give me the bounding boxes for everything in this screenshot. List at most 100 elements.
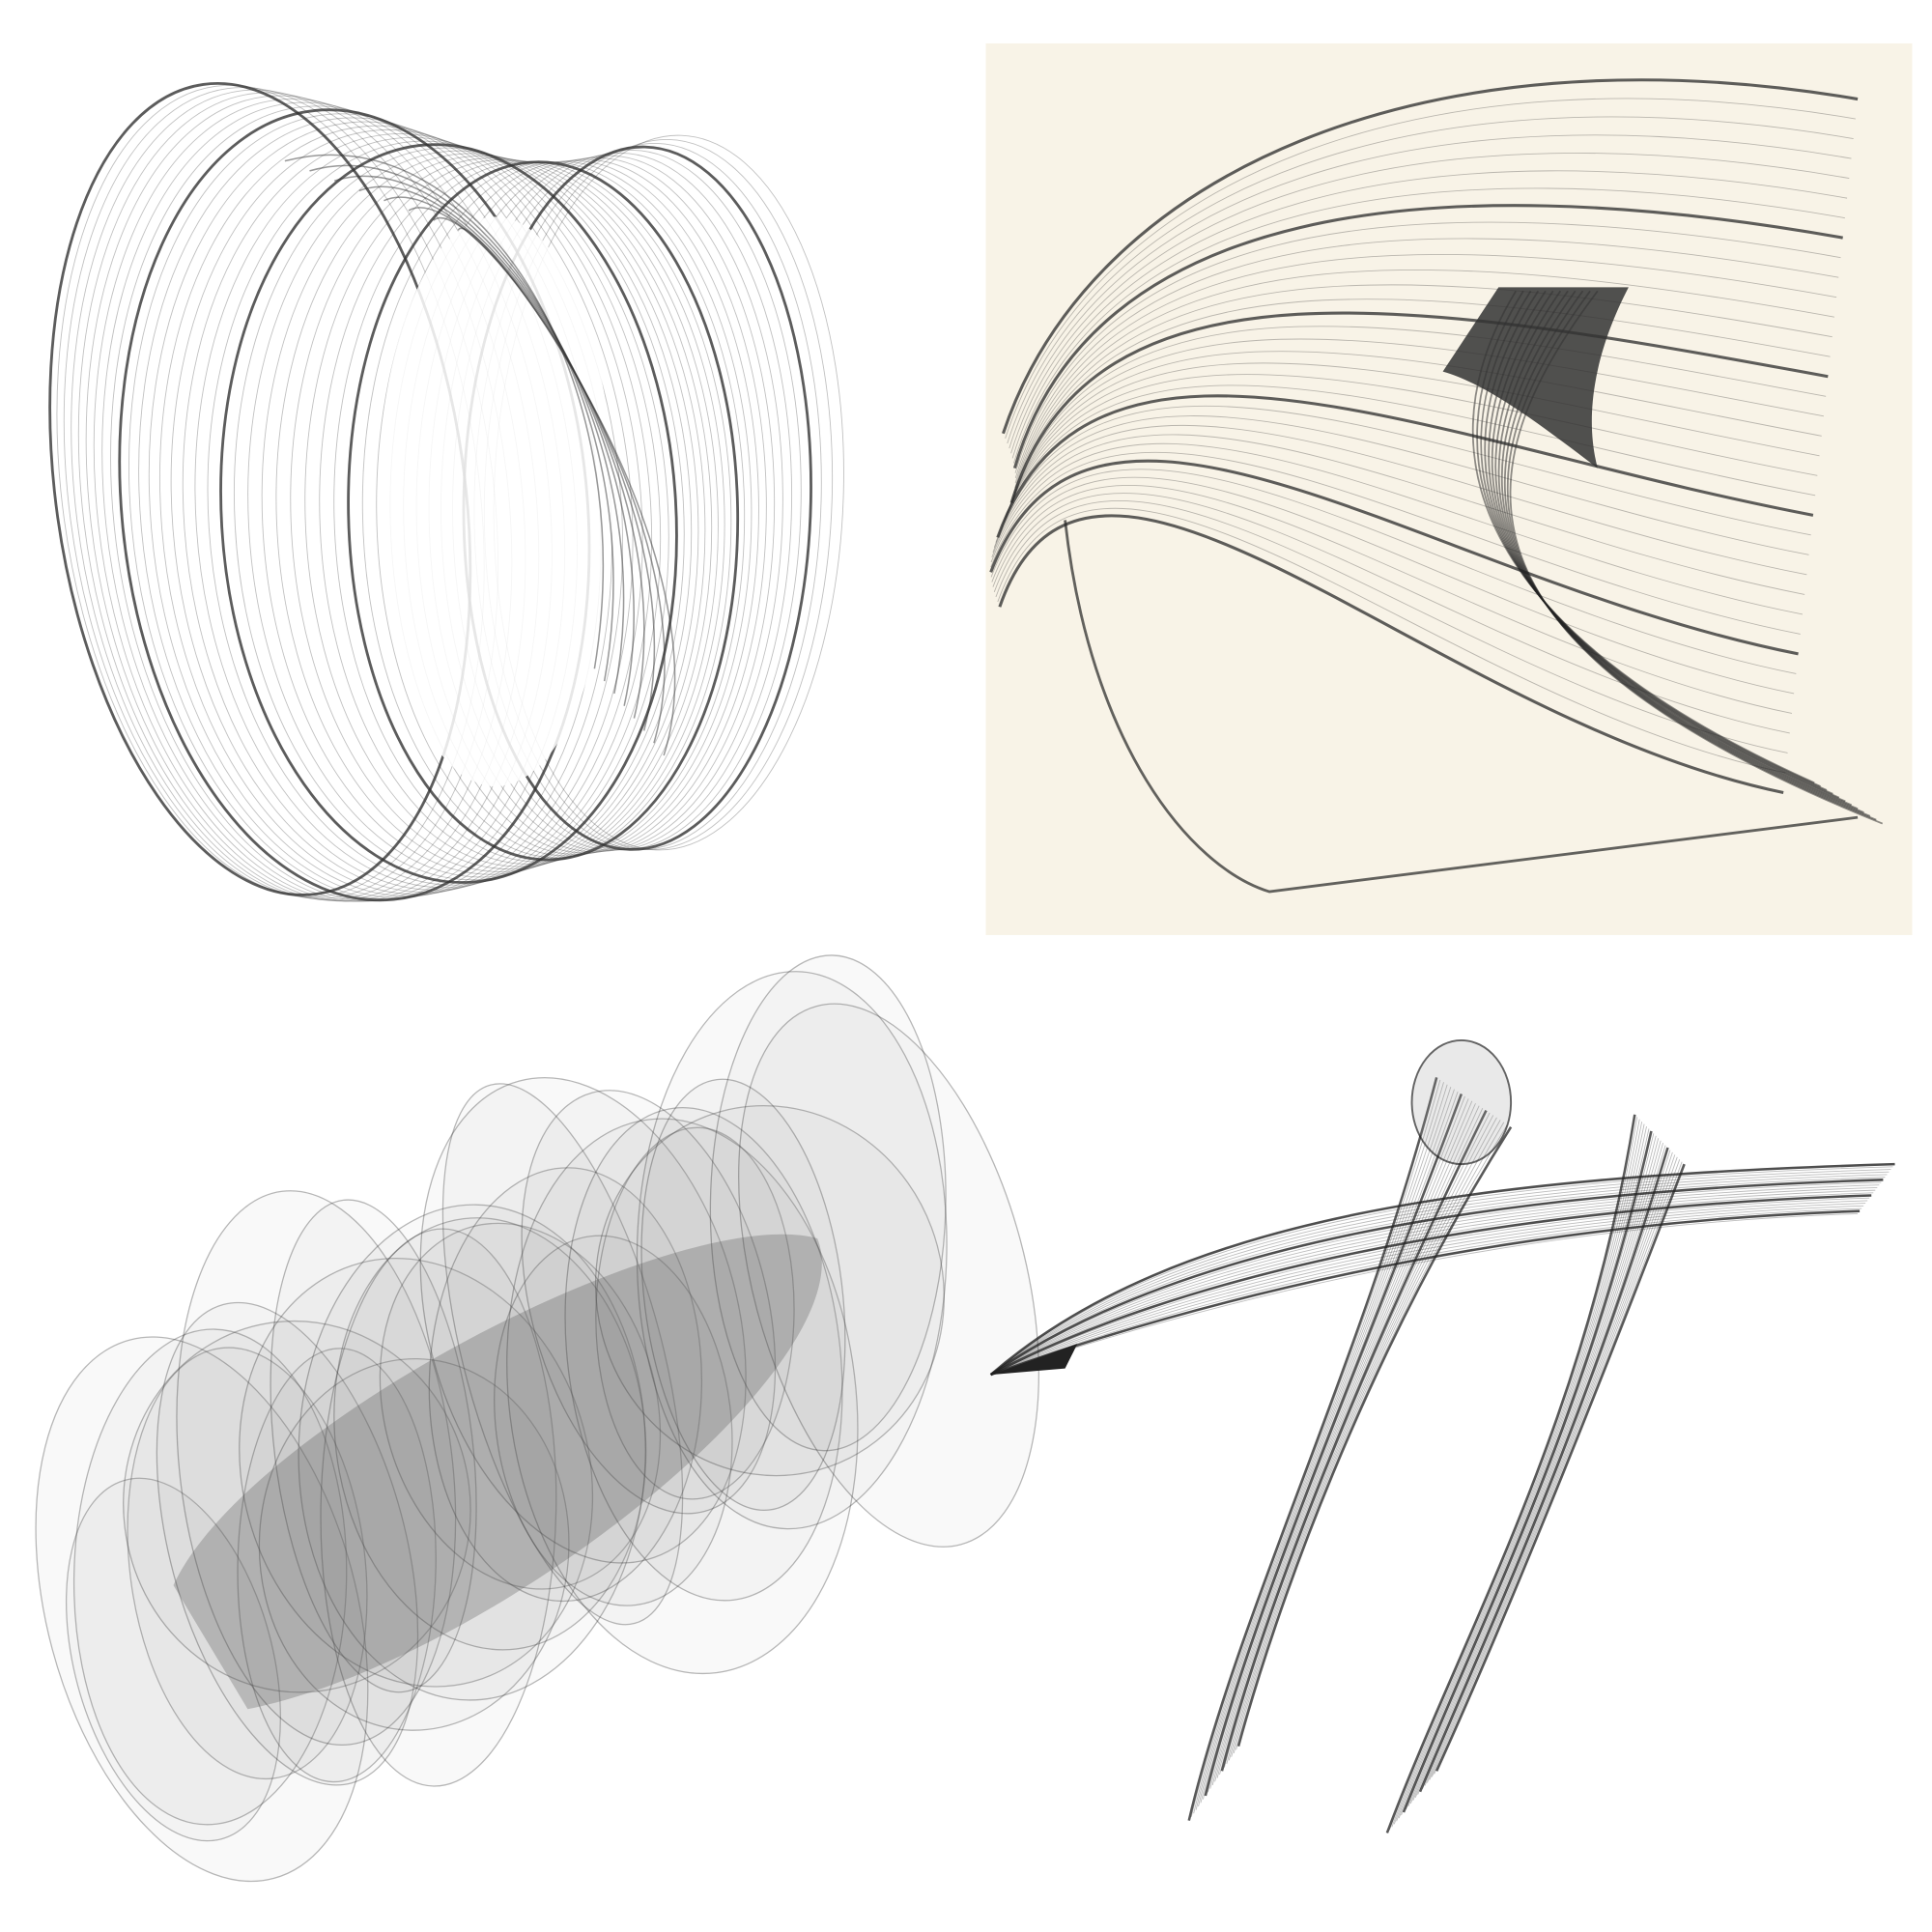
cylinder-core [173,1234,822,1710]
sheet-stroke [990,442,1804,615]
sheet-stroke [995,500,1788,753]
sheet-base [1064,520,1859,894]
cylinder-slice [65,1477,281,1842]
leg-right [1396,1123,1645,1822]
cylinder-slice [333,1217,647,1651]
leg-left [1219,1107,1484,1776]
ring-stroke [304,158,719,867]
leg-left [1228,1117,1497,1761]
leg-right [1406,1133,1655,1810]
wing-stroke [989,1162,1895,1377]
cylinder-slice [428,1167,703,1603]
sheet-stroke [997,507,1786,774]
beige-panel [985,43,1913,935]
cylinder-slice [594,1104,945,1477]
wing-stroke [990,1200,1868,1376]
wing-stroke [990,1209,1861,1377]
leg-right [1435,1163,1686,1772]
leg-right [1407,1135,1657,1807]
leg-left [1207,1095,1465,1793]
cylinder-slice [709,954,947,1452]
leg-left [1200,1089,1455,1804]
leg-left [1223,1112,1491,1768]
leg-right [1426,1154,1676,1783]
leg-left [1211,1100,1473,1786]
ring-fold [284,154,604,669]
wing-stroke [990,1166,1893,1376]
wing-stroke [989,1179,1884,1377]
cylinder-slice [738,1003,1040,1548]
ring-stroke [207,140,669,886]
leg-left [1233,1122,1505,1754]
sheet-stroke [990,469,1797,674]
leg-left [1220,1110,1488,1772]
leg-right [1431,1159,1681,1777]
cylinder-slice [258,1357,570,1731]
sheet-stroke [1014,238,1839,478]
leg-right [1412,1140,1662,1802]
sheet-stroke [993,415,1809,555]
leg-left [1209,1098,1469,1789]
wing-stroke [990,1208,1862,1376]
cylinder-slice [419,1077,747,1564]
ring-stroke [148,121,623,897]
ring-stroke [219,143,678,884]
sheet-stroke [1009,311,1829,503]
sheet-stroke [1001,374,1818,528]
leg-right [1385,1114,1636,1833]
ring-stroke [275,155,706,872]
ring-stroke [319,159,725,866]
leg-left [1226,1115,1494,1765]
cylinder-slice [494,1235,733,1606]
cylinder-slice [441,1083,684,1626]
wing-stroke [990,1177,1886,1376]
sheet-stroke [1011,170,1848,459]
leg-right [1424,1151,1673,1786]
leg-left [1204,1094,1463,1797]
sheet-stroke [1008,338,1824,513]
wing-attractor [989,1038,1895,1833]
cylinder-slice [127,1347,368,1780]
cylinder-slice [72,1328,348,1826]
sheet-stroke [1007,116,1854,444]
ring-stroke [261,153,699,875]
sheet-stroke [1002,78,1859,435]
ring-fold [358,185,635,706]
sheet-stroke [1009,134,1852,449]
ring-stroke [347,160,740,862]
cylinder-slice [239,1258,594,1688]
wing-stroke [990,1212,1859,1376]
leg-right [1429,1156,1678,1780]
wing-stroke [990,1192,1874,1376]
sheet-stroke [1005,98,1856,439]
sheet-stroke [1013,187,1845,464]
sheet-stroke [1012,204,1843,469]
wing-stroke [990,1197,1870,1376]
sheet-dark [1442,287,1629,469]
leg-right [1398,1125,1647,1819]
leg-left [1193,1082,1444,1814]
ring-stroke [247,150,693,878]
sheet-stroke [1012,298,1831,498]
leg-left [1231,1120,1501,1757]
sheet-stroke [999,384,1816,533]
sheet-stroke [990,451,1801,635]
leg-right [1393,1122,1643,1825]
ring-stroke [170,128,643,894]
ring-stroke [361,161,746,859]
sheet-stroke [1005,351,1822,519]
wing-stroke [990,1203,1866,1376]
sheet-stroke [992,485,1793,714]
wing-stroke [990,1189,1876,1376]
sheet-stroke [991,476,1795,695]
wing-stroke [990,1184,1880,1376]
cylinder-slice [564,1106,843,1602]
cylinder-slice [506,1118,859,1675]
sheet-stroke [992,424,1807,576]
sheet-stroke [991,434,1805,595]
cylinder-slice [176,1190,457,1747]
sheet-stroke [1014,221,1841,473]
wing-scroll [1410,1038,1513,1166]
leg-left [1214,1103,1476,1782]
